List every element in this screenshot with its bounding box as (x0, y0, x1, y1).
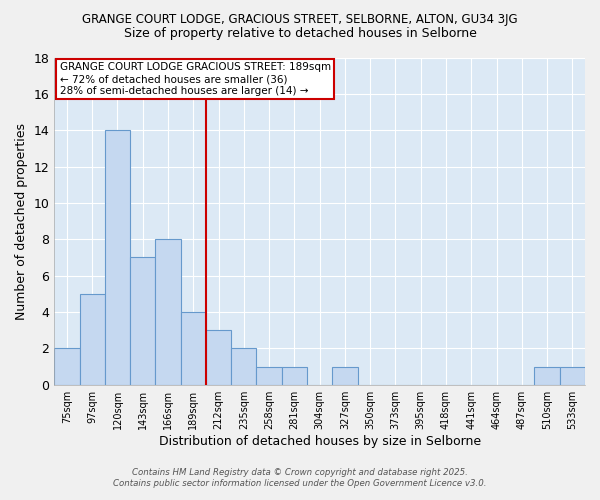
Bar (130, 258, 155, 384)
Bar (54, 348, 80, 384)
Bar (332, 366, 358, 384)
Bar (560, 366, 585, 384)
Bar (206, 330, 231, 384)
Bar (80, 294, 105, 384)
Bar (105, 130, 130, 384)
X-axis label: Distribution of detached houses by size in Selborne: Distribution of detached houses by size … (158, 434, 481, 448)
Text: GRANGE COURT LODGE, GRACIOUS STREET, SELBORNE, ALTON, GU34 3JG: GRANGE COURT LODGE, GRACIOUS STREET, SEL… (82, 12, 518, 26)
Text: Size of property relative to detached houses in Selborne: Size of property relative to detached ho… (124, 28, 476, 40)
Bar (535, 366, 560, 384)
Y-axis label: Number of detached properties: Number of detached properties (15, 122, 28, 320)
Text: GRANGE COURT LODGE GRACIOUS STREET: 189sqm
← 72% of detached houses are smaller : GRANGE COURT LODGE GRACIOUS STREET: 189s… (59, 62, 331, 96)
Text: Contains HM Land Registry data © Crown copyright and database right 2025.
Contai: Contains HM Land Registry data © Crown c… (113, 468, 487, 487)
Bar (155, 240, 181, 384)
Bar (231, 348, 256, 384)
Bar (181, 312, 206, 384)
Bar (256, 366, 282, 384)
Bar (282, 366, 307, 384)
